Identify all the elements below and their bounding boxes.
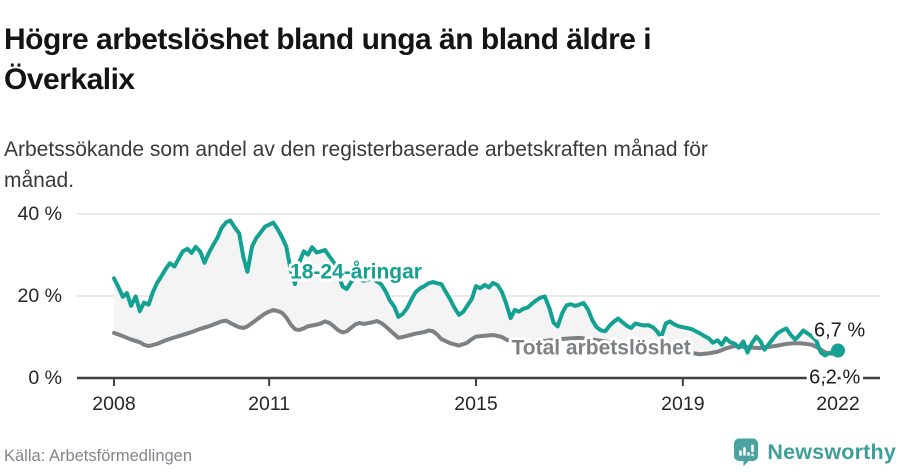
series-label-Total arbetslöshet: Total arbetslöshet: [511, 337, 690, 360]
series-line-Total arbetslöshet: [112, 307, 845, 357]
newsworthy-logo: Newsworthy: [732, 436, 896, 468]
source-note: Källa: Arbetsförmedlingen: [4, 447, 193, 465]
x-tick-label-2019: 2019: [661, 393, 704, 415]
series-end-dot-18-24-åringar: [830, 343, 845, 358]
x-tick-label-2015: 2015: [454, 393, 498, 415]
footer: Källa: Arbetsförmedlingen Newsworthy: [0, 434, 900, 468]
y-tick-label-0: 0 %: [28, 367, 62, 389]
x-tick-label-2022: 2022: [816, 393, 859, 415]
series-line-18-24-åringar: [112, 218, 840, 358]
page-title-line1: Högre arbetslöshet bland unga än bland ä…: [4, 23, 652, 57]
series-label-18-24-åringar: 18-24-åringar: [290, 260, 422, 283]
y-tick-label-40: 40 %: [18, 203, 62, 225]
page-title-line2: Överkalix: [4, 63, 135, 97]
chart-subtitle: Arbetssökande som andel av den registerb…: [4, 134, 894, 196]
series-end-label-18-24-åringar: 6,7 %: [814, 320, 865, 342]
newsworthy-wordmark: Newsworthy: [767, 439, 896, 464]
x-tick-label-2008: 2008: [92, 393, 135, 415]
newsworthy-pin-barchart-icon: [734, 438, 759, 467]
page-title: Högre arbetslöshet bland unga än bland ä…: [4, 20, 894, 100]
y-tick-label-20: 20 %: [18, 285, 62, 307]
chart-subtitle-line2: månad.: [4, 169, 75, 192]
chart-subtitle-line1: Arbetssökande som andel av den registerb…: [4, 138, 708, 161]
x-tick-label-2011: 2011: [248, 393, 290, 415]
series-end-label-Total arbetslöshet: 6,2 %: [809, 367, 860, 389]
